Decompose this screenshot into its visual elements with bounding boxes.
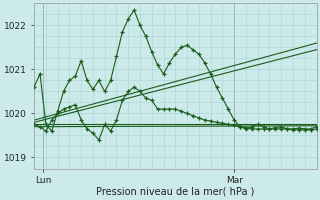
X-axis label: Pression niveau de la mer( hPa ): Pression niveau de la mer( hPa ) [96, 187, 254, 197]
